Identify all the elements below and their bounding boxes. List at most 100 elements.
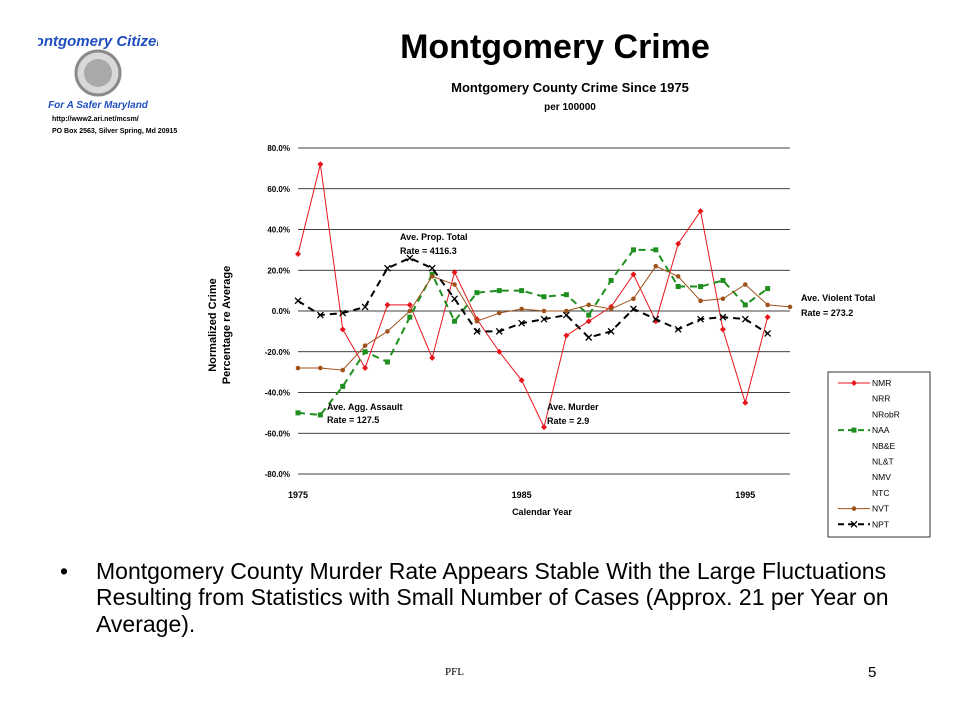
legend-label: NMV (872, 472, 891, 482)
y-axis-label-line1: Normalized Crime (207, 278, 219, 372)
crime-line-chart: 80.0% 60.0% 40.0% 20.0% 0.0% -20.0% -40.0% -60.… (207, 144, 931, 538)
logo-tagline: For A Safer Maryland (48, 100, 149, 111)
y-tick-label: 20.0% (267, 266, 290, 275)
naa-point (496, 288, 502, 294)
nvt-point (653, 263, 659, 269)
nmr-point (317, 161, 324, 168)
naa-point (675, 284, 681, 290)
npt-point (652, 315, 660, 323)
naa-point (586, 312, 592, 318)
npt-point (361, 303, 369, 311)
nmr-point (451, 269, 458, 276)
nmr-point (764, 314, 771, 321)
legend-item: NMR (838, 378, 891, 388)
nvt-point (787, 304, 793, 310)
annotation-line2: Rate = 127.5 (327, 415, 379, 425)
annotation-line1: Ave. Violent Total (801, 293, 875, 303)
logo-address: PO Box 2563, Silver Spring, Md 20915 (52, 128, 178, 135)
logo-url: http://www2.ari.net/mcsm/ (52, 116, 139, 123)
nmr-point (496, 348, 503, 355)
naa-point (384, 359, 390, 365)
nmr-point (630, 271, 637, 278)
y-tick-label: 80.0% (267, 144, 290, 153)
nmr-point (384, 301, 391, 308)
naa-point (742, 302, 748, 308)
legend-item: NB&E (872, 441, 895, 451)
naa-point (340, 383, 346, 389)
x-tick-label: 1985 (512, 490, 532, 500)
series-nvt (295, 263, 793, 373)
nvt-point (407, 308, 413, 314)
nvt-point (541, 308, 547, 314)
naa-point (317, 412, 323, 418)
annotation-violent-total: Ave. Violent Total Rate = 273.2 (801, 293, 875, 318)
npt-point (406, 254, 414, 262)
naa-point (407, 314, 413, 320)
legend-label: NPT (872, 519, 889, 529)
annotation-line2: Rate = 2.9 (547, 416, 589, 426)
x-tick-label: 1995 (735, 490, 755, 500)
nmr-point (563, 332, 570, 339)
seal-center (84, 59, 112, 87)
naa-point (362, 349, 368, 355)
nvt-point (608, 306, 614, 312)
chart-legend: NMR NRR NRobR NAA NB&E NL&T NMV NTC NVT NPT (827, 371, 931, 538)
legend-box (827, 371, 931, 538)
legend-item: NAA (838, 425, 890, 435)
series-line-nmr (297, 164, 769, 429)
npt-point (585, 334, 593, 341)
slide-title: Montgomery Crime (400, 28, 710, 66)
annotation-prop-total: Ave. Prop. Total Rate = 4116.3 (400, 232, 468, 256)
naa-point (653, 247, 659, 253)
chart-grid (298, 147, 790, 475)
annotation-line2: Rate = 4116.3 (400, 246, 457, 256)
npt-point (339, 309, 347, 317)
y-tick-label: 60.0% (267, 185, 290, 194)
nmr-point (518, 377, 525, 384)
nvt-point (519, 306, 524, 312)
nvt-point (429, 274, 435, 279)
bullet-text: Montgomery County Murder Rate Appears St… (96, 558, 889, 637)
npt-point (719, 313, 727, 321)
nmr-point (675, 240, 682, 247)
page-number: 5 (868, 664, 877, 681)
npt-point (473, 327, 481, 335)
nmr-point (585, 318, 592, 325)
y-tick-label: -40.0% (265, 389, 290, 398)
nmr-point (339, 326, 346, 333)
y-tick-label: 0.0% (272, 307, 290, 316)
legend-label: NVT (872, 504, 889, 514)
footer-text: PFL (445, 666, 464, 678)
nvt-point (362, 343, 368, 348)
annotation-agg-assault: Ave. Agg. Assault Rate = 127.5 (327, 402, 403, 425)
series-layer (294, 161, 793, 431)
npt-point (451, 295, 459, 303)
legend-label: NMR (872, 378, 891, 388)
naa-point (608, 277, 614, 283)
series-line-npt (297, 256, 769, 339)
npt-point (607, 327, 615, 335)
chart-subtitle: per 100000 (544, 102, 596, 113)
annotation-line2: Rate = 273.2 (801, 308, 853, 318)
nmr-point (742, 399, 749, 406)
nvt-point (474, 318, 480, 324)
npt-point (495, 327, 503, 335)
legend-item: NVT (838, 504, 889, 514)
nvt-point (675, 274, 681, 279)
y-axis-label-line2: Percentage re Average (221, 266, 233, 384)
annotation-murder: Ave. Murder Rate = 2.9 (547, 402, 599, 426)
nmr-point (295, 250, 301, 257)
legend-point (851, 380, 857, 386)
nmr-point (719, 326, 726, 333)
naa-point (698, 284, 704, 290)
legend-item: NMV (872, 472, 891, 482)
annotation-line1: Ave. Prop. Total (400, 232, 468, 242)
chart-title: Montgomery County Crime Since 1975 (451, 80, 689, 95)
legend-label: NTC (872, 488, 889, 498)
bullet-icon: • (60, 558, 69, 584)
y-axis-label: Normalized Crime Percentage re Average (207, 266, 233, 384)
legend-label: NAA (872, 425, 890, 435)
series-nmr (295, 161, 771, 431)
npt-point (562, 311, 570, 319)
npt-point (697, 315, 705, 323)
